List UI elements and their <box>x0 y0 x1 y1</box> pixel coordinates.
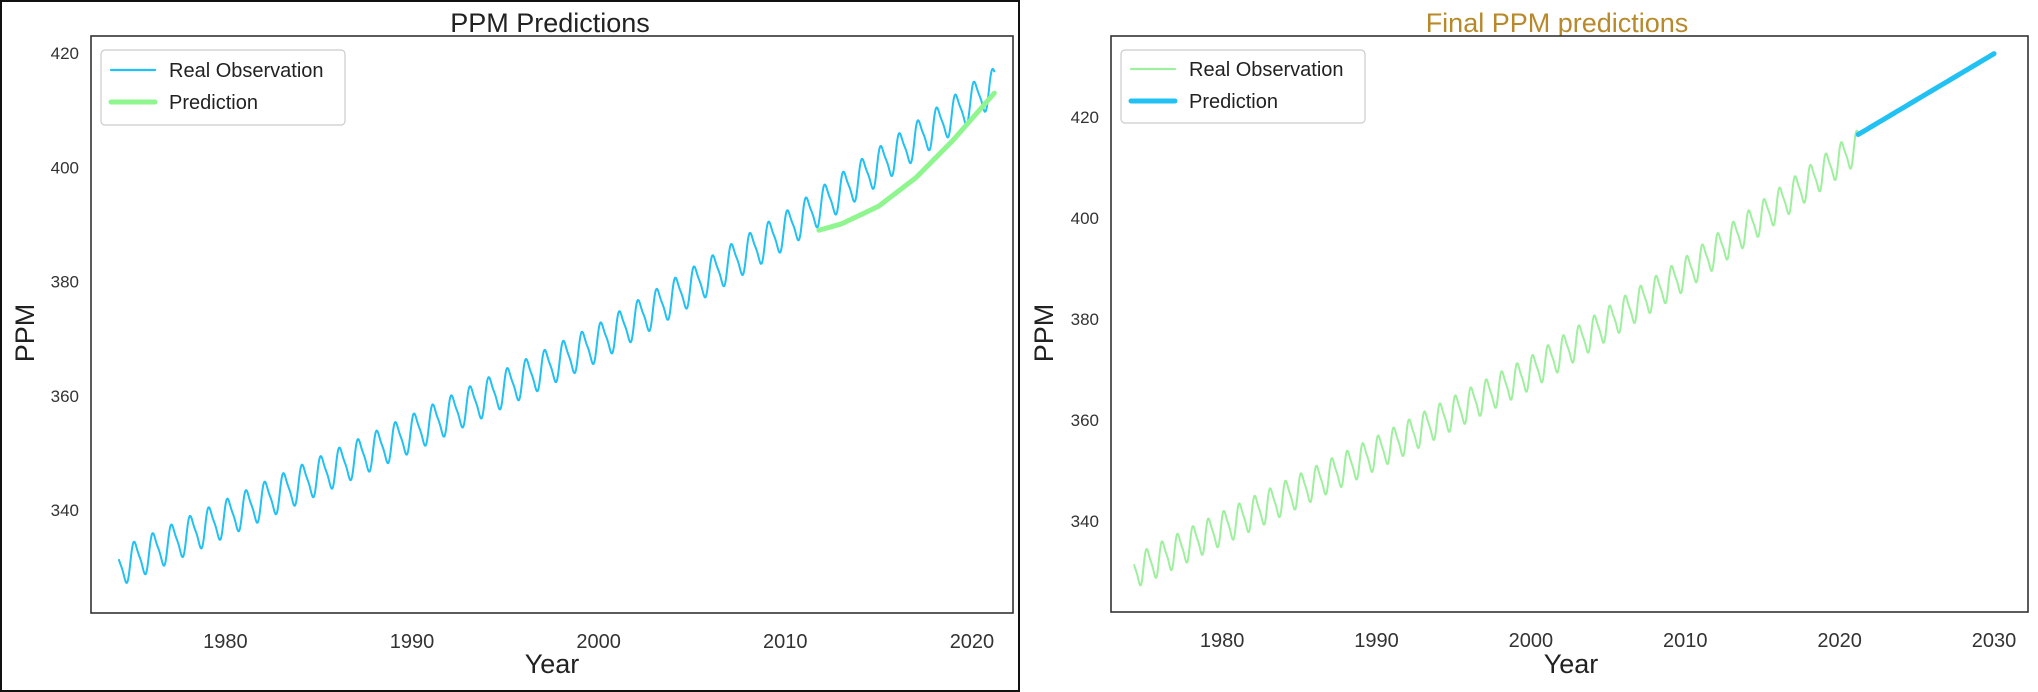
chart-title: PPM Predictions <box>450 8 650 38</box>
x-tick-label: 1990 <box>1354 630 1399 652</box>
x-axis-label: Year <box>1544 649 1599 679</box>
y-tick-label: 360 <box>51 387 79 406</box>
chart-title: Final PPM predictions <box>1426 8 1689 38</box>
chart-ppm-predictions: PPM Predictions 340 360 380 400 420 1980 1990… <box>10 8 1014 679</box>
y-tick-labels: 340 360 380 400 420 <box>51 44 79 520</box>
y-tick-label: 360 <box>1071 411 1099 430</box>
series-line-real-observation <box>1133 129 1860 587</box>
legend: Real Observation Prediction <box>100 49 346 126</box>
series-layer <box>118 67 997 584</box>
y-tick-label: 380 <box>1071 310 1099 329</box>
y-tick-label: 380 <box>51 273 79 292</box>
plot-area <box>1110 35 2029 613</box>
x-axis-label: Year <box>525 649 580 679</box>
x-tick-label: 2010 <box>1663 630 1708 652</box>
y-axis-label: PPM <box>1029 304 1059 363</box>
series-line-real-observation <box>118 67 996 584</box>
x-tick-labels: 1980 1990 2000 2010 2020 2030 <box>1200 630 2016 652</box>
legend-label-prediction: Prediction <box>169 92 258 114</box>
x-tick-label: 2030 <box>1972 630 2017 652</box>
y-axis-label: PPM <box>10 304 40 363</box>
x-tick-label: 2010 <box>763 631 808 653</box>
y-tick-label: 420 <box>51 44 79 63</box>
legend-box <box>100 49 346 126</box>
legend: Real Observation Prediction <box>1120 49 1366 124</box>
legend-box <box>1120 49 1366 124</box>
y-tick-label: 420 <box>1071 108 1099 127</box>
legend-label-prediction: Prediction <box>1189 91 1278 113</box>
y-tick-labels: 340 360 380 400 420 <box>1071 108 1099 531</box>
chart-final-ppm-predictions: Final PPM predictions 340 360 380 400 420 19… <box>1029 8 2029 679</box>
x-tick-label: 2020 <box>950 631 995 653</box>
series-layer <box>1133 51 1997 587</box>
x-tick-label: 1980 <box>203 631 248 653</box>
series-line-prediction <box>816 90 997 233</box>
y-tick-label: 340 <box>51 501 79 520</box>
y-tick-label: 400 <box>51 158 79 177</box>
plot-area <box>90 35 1014 614</box>
x-tick-label: 2000 <box>1509 630 1554 652</box>
legend-label-real-observation: Real Observation <box>1189 59 1344 81</box>
y-tick-label: 340 <box>1071 512 1099 531</box>
x-tick-label: 1990 <box>390 631 435 653</box>
legend-label-real-observation: Real Observation <box>169 60 324 82</box>
series-line-prediction <box>1855 51 1997 138</box>
x-tick-labels: 1980 1990 2000 2010 2020 <box>203 631 994 653</box>
y-tick-label: 400 <box>1071 209 1099 228</box>
left-chart-frame <box>0 0 1020 692</box>
x-tick-label: 1980 <box>1200 630 1245 652</box>
x-tick-label: 2020 <box>1817 630 1862 652</box>
x-tick-label: 2000 <box>576 631 621 653</box>
